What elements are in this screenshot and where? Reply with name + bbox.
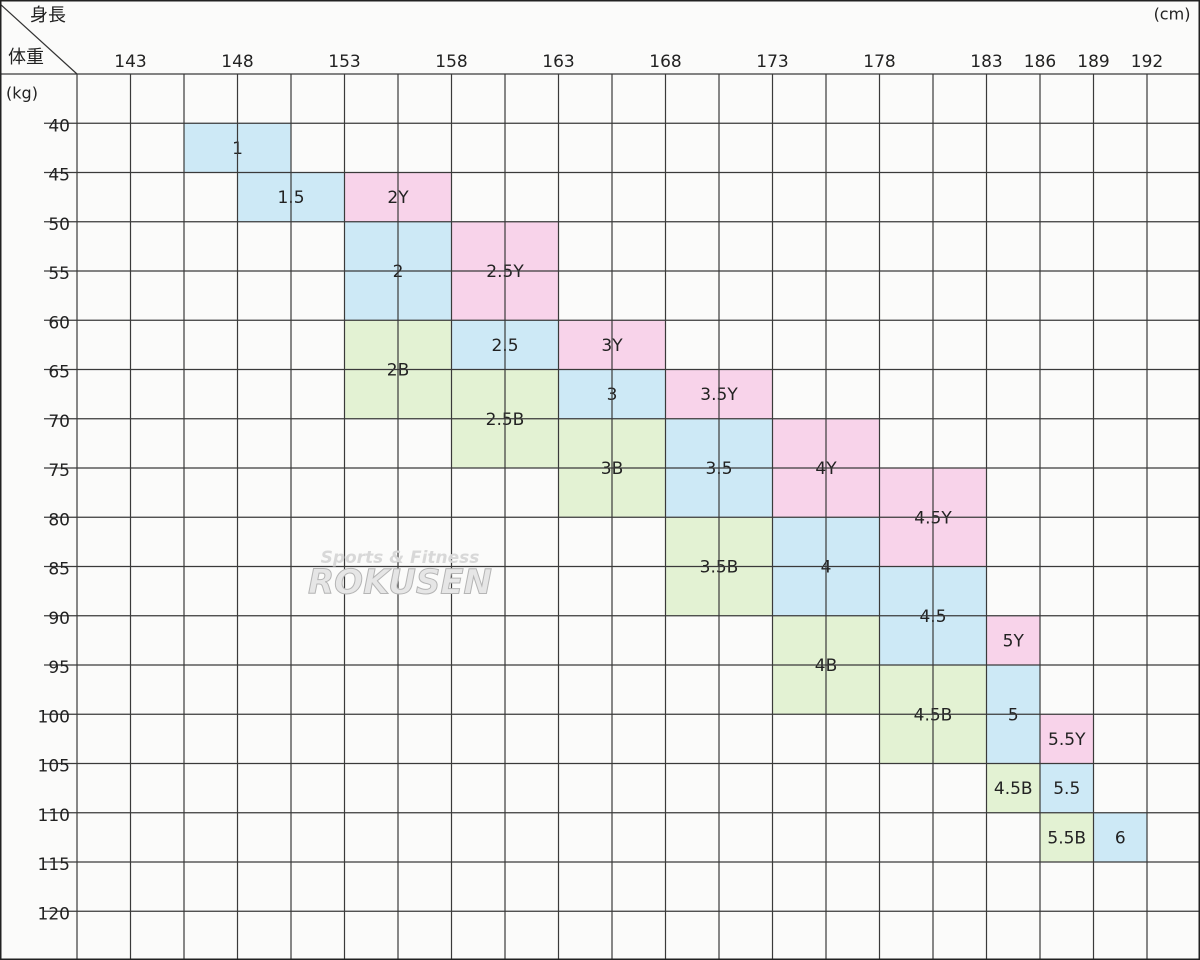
height-label: 178 bbox=[863, 52, 895, 72]
weight-label: 100 bbox=[38, 707, 70, 727]
weight-label: 55 bbox=[48, 264, 70, 284]
height-label: 153 bbox=[328, 52, 360, 72]
size-label: 5 bbox=[1008, 705, 1019, 725]
weight-label: 105 bbox=[38, 757, 70, 777]
weight-label: 60 bbox=[48, 313, 70, 333]
weight-label: 65 bbox=[48, 363, 70, 383]
weight-label: 95 bbox=[48, 658, 70, 678]
weight-label: 85 bbox=[48, 560, 70, 580]
size-label: 6 bbox=[1115, 828, 1126, 848]
size-cell bbox=[1093, 812, 1147, 862]
size-cell bbox=[986, 615, 1040, 665]
grid: 143 148 153 158 163 168 173 178 183 186 189 192 40 45… bbox=[0, 52, 1200, 960]
height-label: 158 bbox=[435, 52, 467, 72]
weight-label: 50 bbox=[48, 215, 70, 235]
height-label: 173 bbox=[756, 52, 788, 72]
weight-label: 90 bbox=[48, 609, 70, 629]
weight-header: 体重 bbox=[8, 47, 44, 68]
weight-label: 40 bbox=[48, 116, 70, 136]
height-label: 192 bbox=[1131, 52, 1163, 72]
height-label: 163 bbox=[542, 52, 574, 72]
weight-label: 110 bbox=[38, 806, 70, 826]
watermark-line2: ROKUSEN bbox=[308, 563, 492, 603]
size-cell bbox=[1040, 714, 1094, 764]
size-label: 5.5Y bbox=[1048, 730, 1086, 750]
weight-label: 115 bbox=[38, 855, 70, 875]
height-label: 186 bbox=[1024, 52, 1056, 72]
watermark-line1: Sports & Fitness bbox=[321, 548, 480, 568]
height-label: 183 bbox=[970, 52, 1002, 72]
height-header: 身長 bbox=[30, 5, 66, 26]
weight-label: 120 bbox=[38, 904, 70, 924]
weight-unit: (kg) bbox=[6, 84, 38, 103]
size-label: 5.5B bbox=[1047, 828, 1086, 848]
size-label: 4.5B bbox=[994, 779, 1033, 799]
size-cell bbox=[986, 763, 1040, 813]
height-label: 148 bbox=[221, 52, 253, 72]
height-unit: (cm) bbox=[1154, 5, 1191, 24]
size-cell bbox=[1040, 812, 1094, 862]
size-cell bbox=[1040, 763, 1094, 813]
weight-label: 70 bbox=[48, 412, 70, 432]
weight-label: 75 bbox=[48, 461, 70, 481]
header-diagonal bbox=[0, 3, 78, 75]
weight-label: 80 bbox=[48, 510, 70, 530]
size-label: 5Y bbox=[1003, 631, 1025, 651]
size-label: 5.5 bbox=[1053, 779, 1080, 799]
height-label: 168 bbox=[649, 52, 681, 72]
weight-label: 45 bbox=[48, 166, 70, 186]
height-label: 189 bbox=[1077, 52, 1109, 72]
height-label: 143 bbox=[114, 52, 146, 72]
